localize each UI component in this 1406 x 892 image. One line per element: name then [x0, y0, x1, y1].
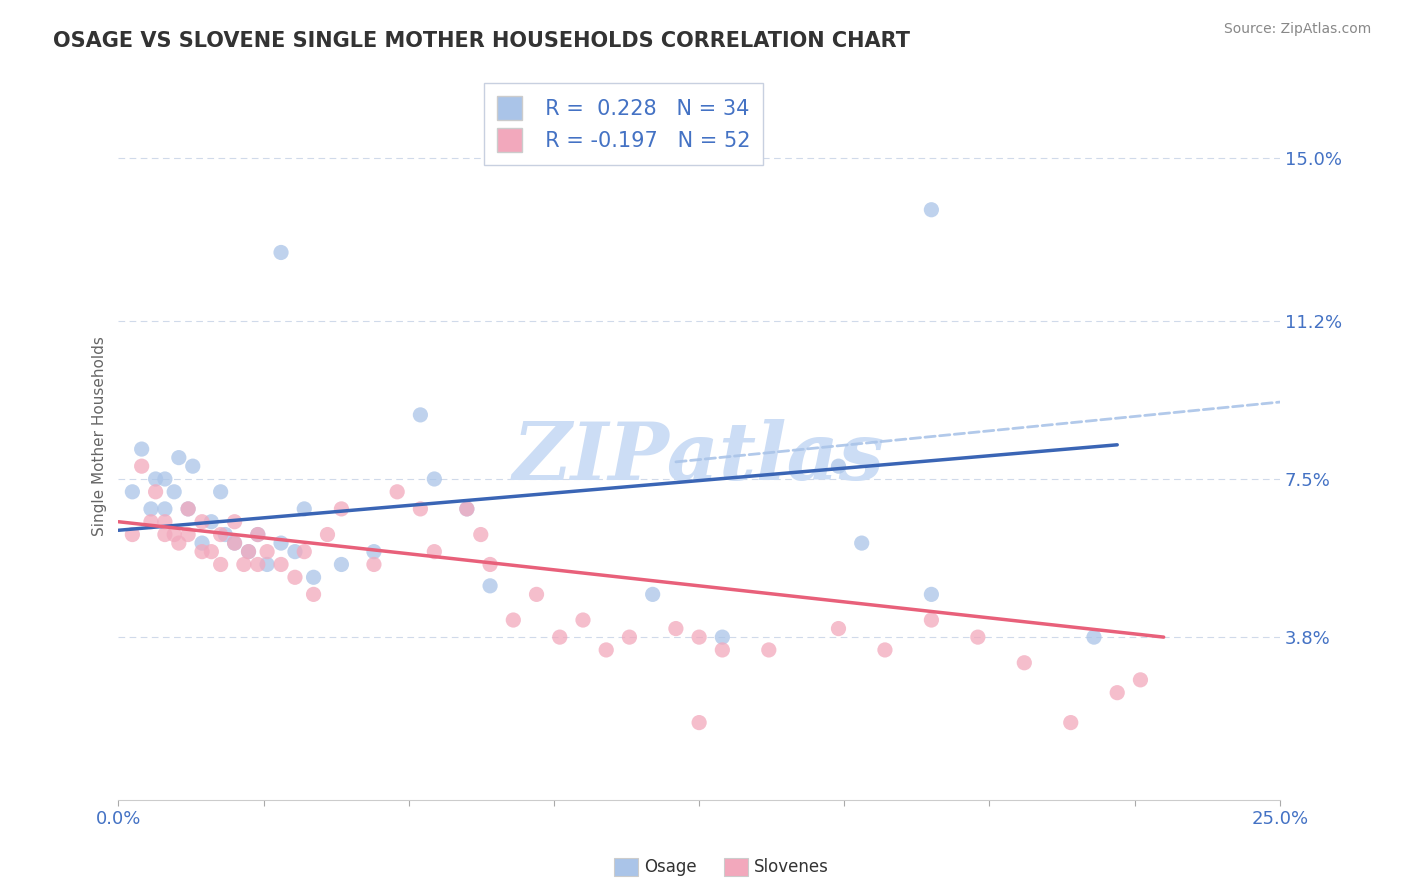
Point: [423, 472, 446, 486]
Point: [920, 613, 942, 627]
Point: [284, 570, 307, 584]
Point: [827, 459, 849, 474]
Point: [163, 527, 186, 541]
Point: [121, 484, 143, 499]
Point: [619, 630, 641, 644]
Point: [284, 544, 307, 558]
Point: [131, 459, 153, 474]
Point: [292, 502, 315, 516]
Text: ZIPatlas: ZIPatlas: [513, 419, 886, 497]
Point: [238, 544, 260, 558]
Point: [153, 527, 176, 541]
Point: [270, 558, 292, 572]
Point: [1129, 673, 1152, 687]
Point: [385, 484, 408, 499]
Point: [209, 527, 232, 541]
Point: [270, 536, 292, 550]
Point: [688, 715, 710, 730]
Point: [121, 527, 143, 541]
Point: [246, 558, 269, 572]
Point: [153, 515, 176, 529]
Point: [167, 450, 190, 465]
Text: Osage: Osage: [644, 858, 696, 876]
Point: [1107, 686, 1129, 700]
Point: [758, 643, 780, 657]
Point: [665, 622, 688, 636]
Point: [270, 245, 292, 260]
Point: [423, 544, 446, 558]
Point: [827, 622, 849, 636]
Point: [641, 587, 664, 601]
Point: [363, 544, 385, 558]
Point: [163, 484, 186, 499]
Point: [409, 408, 432, 422]
Point: [145, 472, 167, 486]
Point: [572, 613, 595, 627]
Point: [292, 544, 315, 558]
Point: [363, 558, 385, 572]
Point: [224, 536, 246, 550]
Point: [330, 502, 353, 516]
Point: [177, 502, 200, 516]
Point: [456, 502, 478, 516]
Point: [330, 558, 353, 572]
Point: [302, 587, 325, 601]
Point: [191, 515, 214, 529]
Point: [470, 527, 492, 541]
Point: [209, 558, 232, 572]
Point: [139, 502, 162, 516]
Point: [456, 502, 478, 516]
Point: [316, 527, 339, 541]
Point: [966, 630, 988, 644]
Point: [167, 536, 190, 550]
Point: [256, 558, 278, 572]
Text: Slovenes: Slovenes: [754, 858, 828, 876]
Point: [232, 558, 254, 572]
Point: [688, 630, 710, 644]
Point: [1060, 715, 1083, 730]
Point: [191, 536, 214, 550]
Y-axis label: Single Mother Households: Single Mother Households: [93, 336, 107, 536]
Point: [256, 544, 278, 558]
Point: [139, 515, 162, 529]
Point: [302, 570, 325, 584]
Point: [246, 527, 269, 541]
Legend:   R =  0.228   N = 34,   R = -0.197   N = 52: R = 0.228 N = 34, R = -0.197 N = 52: [484, 83, 763, 165]
Point: [1014, 656, 1036, 670]
Point: [191, 544, 214, 558]
Text: Source: ZipAtlas.com: Source: ZipAtlas.com: [1223, 22, 1371, 37]
Point: [548, 630, 571, 644]
Point: [238, 544, 260, 558]
Point: [153, 502, 176, 516]
Point: [595, 643, 617, 657]
Point: [181, 459, 204, 474]
Point: [200, 515, 222, 529]
Point: [214, 527, 236, 541]
Point: [526, 587, 548, 601]
Point: [177, 527, 200, 541]
Point: [920, 587, 942, 601]
Point: [131, 442, 153, 456]
Point: [711, 643, 734, 657]
Point: [209, 484, 232, 499]
Point: [873, 643, 896, 657]
Point: [479, 579, 502, 593]
Point: [246, 527, 269, 541]
Point: [177, 502, 200, 516]
Point: [1083, 630, 1105, 644]
Point: [502, 613, 524, 627]
Point: [711, 630, 734, 644]
Point: [145, 484, 167, 499]
Point: [200, 544, 222, 558]
Point: [479, 558, 502, 572]
Point: [920, 202, 942, 217]
Point: [224, 536, 246, 550]
Point: [224, 515, 246, 529]
Point: [851, 536, 873, 550]
Point: [153, 472, 176, 486]
Text: OSAGE VS SLOVENE SINGLE MOTHER HOUSEHOLDS CORRELATION CHART: OSAGE VS SLOVENE SINGLE MOTHER HOUSEHOLD…: [53, 31, 911, 51]
Point: [409, 502, 432, 516]
